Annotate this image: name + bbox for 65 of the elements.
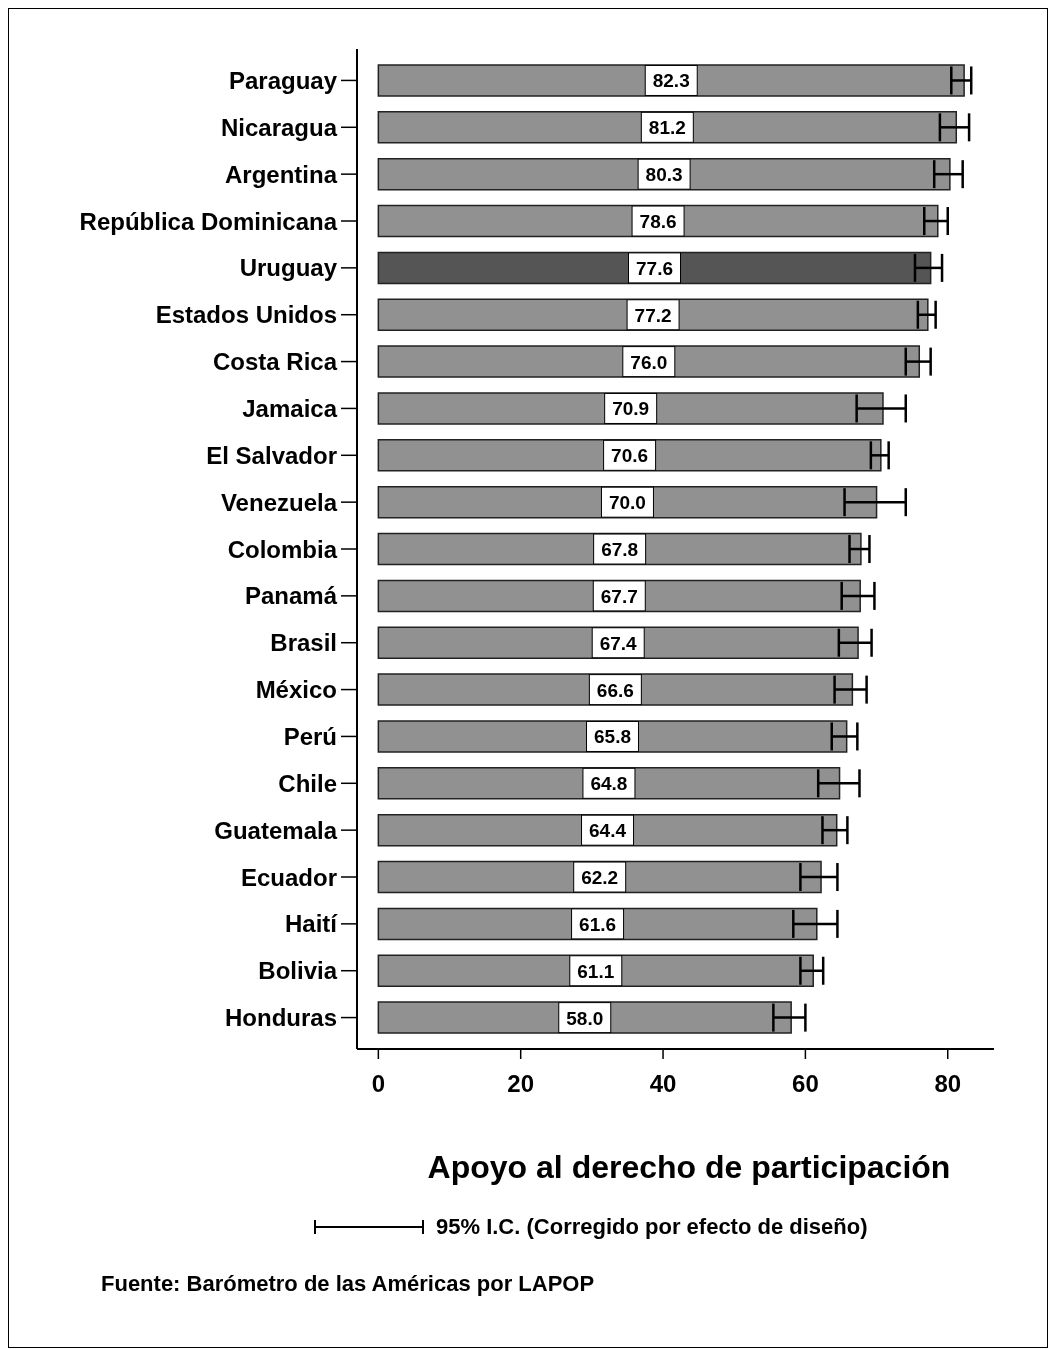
y-tick-label: Estados Unidos [155, 301, 337, 329]
bar [377, 251, 932, 285]
y-tick-label: Honduras [224, 1004, 337, 1032]
y-tick-label: Nicaragua [220, 113, 338, 141]
bar [377, 532, 862, 566]
bar [377, 439, 882, 472]
bar [377, 392, 884, 425]
data-label: 67.8 [601, 539, 639, 561]
data-label: 80.3 [645, 164, 683, 186]
data-label: 66.6 [596, 679, 634, 701]
bar [377, 111, 958, 144]
y-tick-label: Colombia [227, 535, 338, 563]
data-label: 77.2 [634, 304, 672, 326]
data-label: 62.2 [581, 867, 619, 889]
bar [377, 860, 822, 894]
y-tick-label: Paraguay [228, 66, 338, 94]
x-tick-label: 0 [371, 1070, 386, 1098]
data-label: 82.3 [652, 70, 690, 92]
y-tick-label: Bolivia [258, 957, 338, 985]
data-label: 70.9 [612, 398, 650, 420]
data-label: 64.8 [590, 773, 628, 795]
y-tick-label: Perú [283, 722, 337, 750]
data-label: 61.6 [579, 913, 617, 935]
x-tick-label: 20 [507, 1070, 535, 1098]
bar [377, 907, 818, 941]
y-tick-label: Uruguay [239, 254, 338, 282]
data-label: 70.6 [611, 445, 649, 467]
y-tick-label: Jamaica [242, 394, 338, 422]
bar [377, 954, 814, 987]
data-label: 58.0 [566, 1007, 604, 1029]
data-label: 76.0 [630, 351, 668, 373]
data-label: 64.4 [589, 820, 627, 842]
bar [377, 345, 921, 378]
data-label: 61.1 [577, 960, 615, 982]
source-note: Fuente: Barómetro de las Américas por LAPOP [101, 1271, 595, 1297]
y-tick-label: El Salvador [206, 441, 337, 469]
y-tick-label: Argentina [224, 160, 338, 188]
bar [377, 720, 848, 753]
data-label: 67.7 [600, 585, 638, 607]
bar [377, 767, 841, 800]
data-label: 65.8 [594, 726, 631, 748]
x-tick-label: 80 [934, 1070, 962, 1098]
y-tick-label: Brasil [270, 629, 337, 657]
y-tick-label: Haití [284, 910, 339, 938]
data-label: 67.4 [599, 632, 638, 654]
data-label: 70.0 [608, 492, 646, 514]
bar [377, 204, 939, 238]
x-tick-label: 40 [649, 1070, 677, 1098]
data-label: 78.6 [639, 211, 677, 233]
y-tick-label: México [255, 676, 337, 704]
bar [377, 813, 838, 847]
y-tick-label: Panamá [244, 582, 338, 610]
x-tick-label: 60 [792, 1070, 819, 1098]
y-tick-label: Guatemala [214, 816, 338, 844]
y-tick-label: Costa Rica [212, 348, 338, 376]
y-tick-label: Ecuador [240, 863, 337, 891]
y-tick-label: República Dominicana [79, 207, 338, 235]
y-tick-label: Venezuela [220, 488, 338, 516]
data-label: 77.6 [636, 257, 673, 279]
data-label: 81.2 [648, 117, 686, 139]
text: 95% I.C. (Corregido por efecto de diseño) [436, 1214, 868, 1240]
y-tick-label: Chile [278, 769, 337, 797]
bar [377, 626, 859, 659]
x-axis-title: Apoyo al derecho de participación [426, 1149, 952, 1186]
bar [377, 298, 929, 331]
